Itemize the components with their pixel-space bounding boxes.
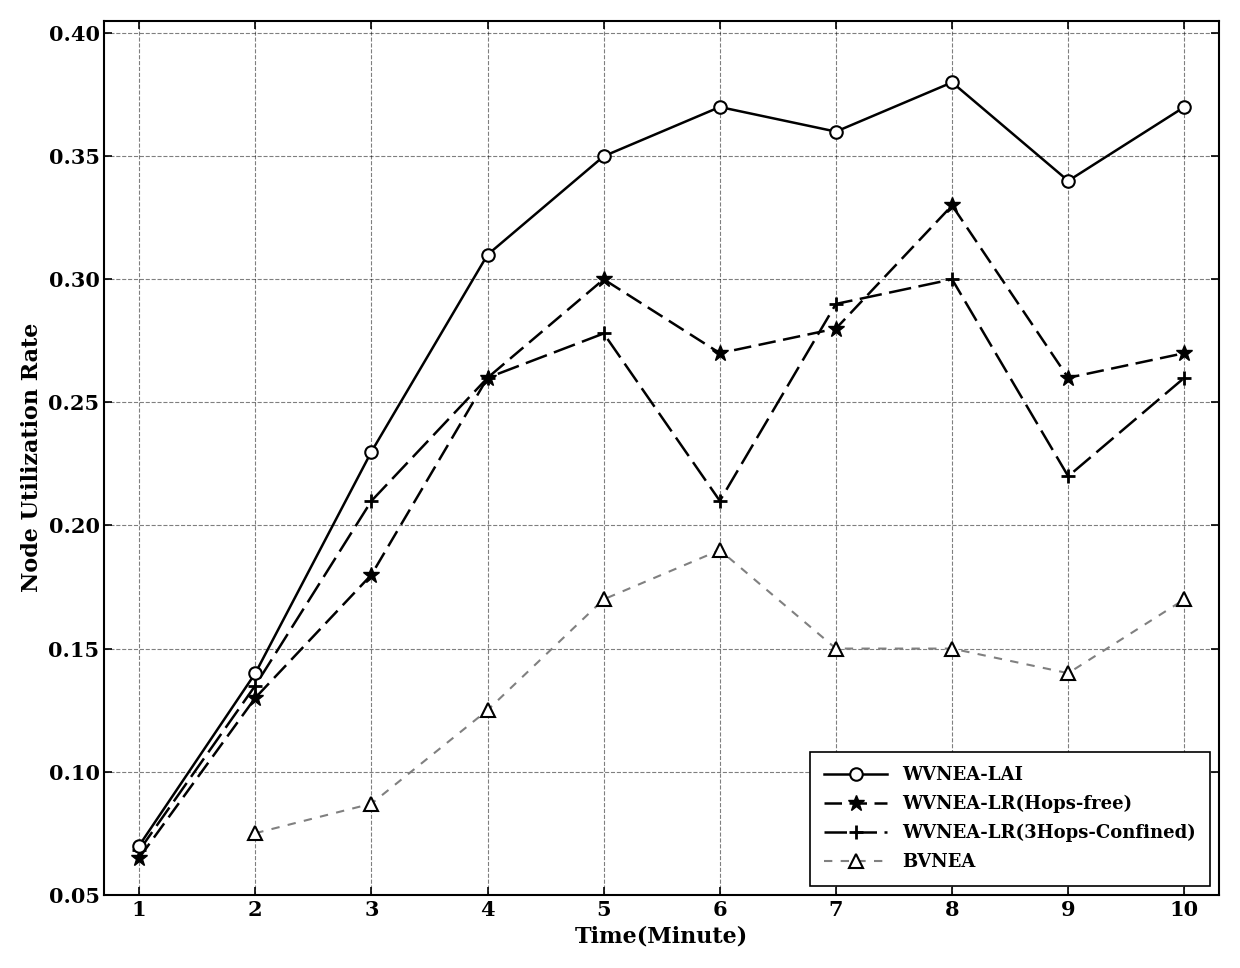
WVNEA-LR(3Hops-Confined) bbox=[596, 327, 611, 339]
BVNEA bbox=[596, 593, 611, 605]
WVNEA-LR(3Hops-Confined) bbox=[248, 680, 263, 691]
BVNEA bbox=[945, 643, 960, 654]
WVNEA-LR(3Hops-Confined) bbox=[1060, 470, 1075, 482]
WVNEA-LAI bbox=[480, 249, 495, 260]
Legend: WVNEA-LAI, WVNEA-LR(Hops-free), WVNEA-LR(3Hops-Confined), BVNEA: WVNEA-LAI, WVNEA-LR(Hops-free), WVNEA-LR… bbox=[810, 752, 1210, 886]
WVNEA-LR(Hops-free) bbox=[1060, 372, 1075, 383]
Y-axis label: Node Utilization Rate: Node Utilization Rate bbox=[21, 323, 43, 592]
WVNEA-LAI bbox=[365, 446, 379, 458]
WVNEA-LR(3Hops-Confined) bbox=[713, 495, 728, 506]
WVNEA-LR(3Hops-Confined) bbox=[828, 298, 843, 310]
BVNEA bbox=[828, 643, 843, 654]
WVNEA-LR(3Hops-Confined) bbox=[945, 274, 960, 286]
WVNEA-LAI bbox=[713, 102, 728, 113]
WVNEA-LR(Hops-free) bbox=[480, 372, 495, 383]
WVNEA-LR(Hops-free) bbox=[131, 852, 146, 863]
Line: BVNEA: BVNEA bbox=[248, 543, 1192, 840]
WVNEA-LAI bbox=[828, 126, 843, 137]
WVNEA-LR(Hops-free) bbox=[713, 348, 728, 359]
BVNEA bbox=[248, 828, 263, 839]
Line: WVNEA-LR(Hops-free): WVNEA-LR(Hops-free) bbox=[131, 197, 1193, 866]
WVNEA-LR(Hops-free) bbox=[1177, 348, 1192, 359]
BVNEA bbox=[1060, 667, 1075, 679]
BVNEA bbox=[365, 798, 379, 809]
WVNEA-LR(Hops-free) bbox=[828, 322, 843, 334]
X-axis label: Time(Minute): Time(Minute) bbox=[575, 925, 749, 947]
WVNEA-LR(Hops-free) bbox=[248, 692, 263, 704]
WVNEA-LAI bbox=[596, 150, 611, 162]
BVNEA bbox=[713, 544, 728, 556]
WVNEA-LAI bbox=[131, 839, 146, 851]
WVNEA-LAI bbox=[945, 76, 960, 88]
WVNEA-LAI bbox=[1177, 102, 1192, 113]
WVNEA-LAI bbox=[248, 667, 263, 679]
WVNEA-LR(Hops-free) bbox=[945, 199, 960, 211]
WVNEA-LAI bbox=[1060, 175, 1075, 187]
WVNEA-LR(3Hops-Confined) bbox=[131, 845, 146, 857]
WVNEA-LR(3Hops-Confined) bbox=[1177, 372, 1192, 383]
Line: WVNEA-LR(3Hops-Confined): WVNEA-LR(3Hops-Confined) bbox=[133, 272, 1192, 858]
WVNEA-LR(3Hops-Confined) bbox=[480, 372, 495, 383]
BVNEA bbox=[480, 705, 495, 716]
WVNEA-LR(Hops-free) bbox=[365, 569, 379, 581]
WVNEA-LR(3Hops-Confined) bbox=[365, 495, 379, 506]
WVNEA-LR(Hops-free) bbox=[596, 274, 611, 286]
Line: WVNEA-LAI: WVNEA-LAI bbox=[133, 76, 1190, 852]
BVNEA bbox=[1177, 593, 1192, 605]
